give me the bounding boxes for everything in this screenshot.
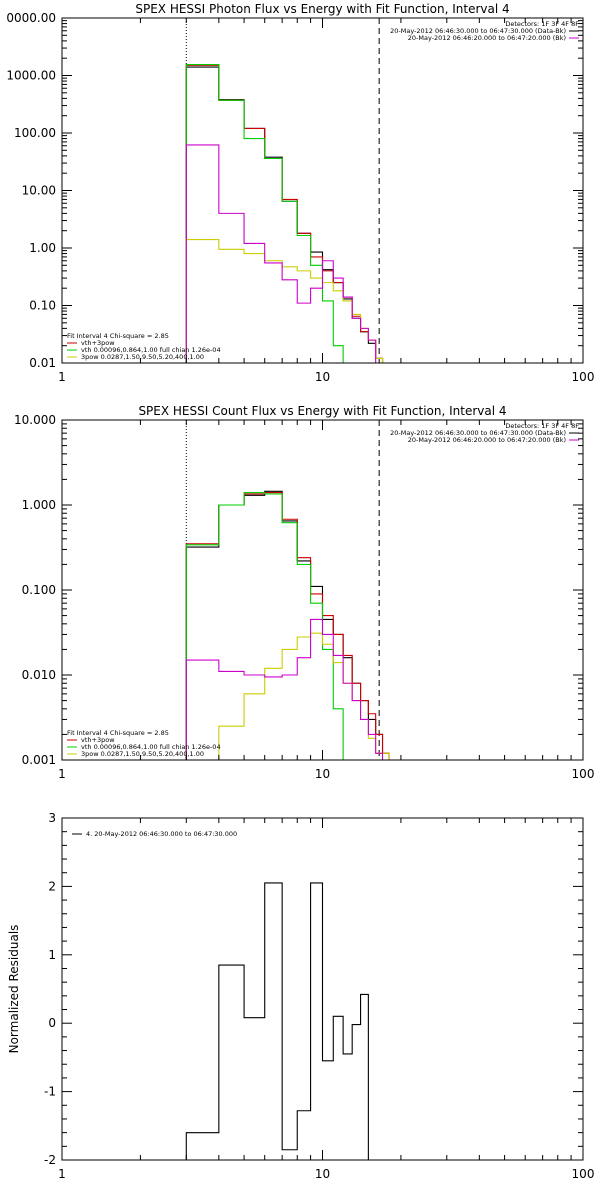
- x-tick-label: 1: [58, 1167, 66, 1181]
- legend-entry: 20-May-2012 06:46:20.000 to 06:47:20.000…: [408, 436, 566, 444]
- y-tick-label: 0.01: [29, 356, 56, 370]
- series-line-3: [185, 492, 344, 760]
- y-tick-label: 0.10: [29, 299, 56, 313]
- legend-entry: 20-May-2012 06:46:20.000 to 06:47:20.000…: [408, 34, 566, 42]
- y-tick-label: 1: [48, 948, 56, 962]
- y-tick-label: -2: [44, 1153, 56, 1167]
- chart-title: SPEX HESSI Photon Flux vs Energy with Fi…: [135, 2, 509, 16]
- series-group: [185, 882, 369, 1160]
- x-tick-label: 10: [315, 767, 330, 781]
- series-line-2: [185, 492, 390, 760]
- y-tick-label: 3: [48, 811, 56, 825]
- fit-legend-entry: vth+3pow: [81, 736, 115, 744]
- chart-panel-2: SPEX HESSI Count Flux vs Energy with Fit…: [14, 404, 594, 781]
- x-tick-label: 100: [572, 767, 595, 781]
- fit-legend-entry: vth 0.00096,0.864,1.00 full chian 1.26e-…: [81, 743, 221, 751]
- fit-legend-header: Fit Interval 4 Chi-square = 2.85: [67, 332, 169, 340]
- chart-title: SPEX HESSI Count Flux vs Energy with Fit…: [138, 404, 506, 418]
- y-tick-label: 1.00: [29, 241, 56, 255]
- fit-legend-entry: 3pow 0.0287,1.50,9.50,5.20,400,1.00: [81, 750, 204, 758]
- y-tick-label: 100.00: [14, 126, 56, 140]
- y-tick-label: 0.010: [22, 668, 56, 682]
- y-tick-label: 10.00: [22, 184, 56, 198]
- residual-legend-entry: 4. 20-May-2012 06:46:30.000 to 06:47:30.…: [86, 830, 237, 838]
- y-tick-label: 0: [48, 1016, 56, 1030]
- y-tick-label: 1000.00: [6, 69, 56, 83]
- chart-panel-3: Normalized Residuals 1 10 100 -2 -1 0 1 2 3 4. 20-…: [7, 811, 594, 1181]
- y-tick-label: -1: [44, 1085, 56, 1099]
- legend-entry: 20-May-2012 06:46:30.000 to 06:47:30.000…: [390, 429, 566, 437]
- series-line-2: [185, 64, 384, 363]
- x-tick-label: 1: [58, 767, 66, 781]
- legend-entry: 20-May-2012 06:46:30.000 to 06:47:30.000…: [390, 27, 566, 35]
- fit-legend-entry: vth+3pow: [81, 339, 115, 347]
- series-line-1: [185, 66, 384, 363]
- series-line-5: [185, 144, 377, 363]
- legend-header: Detectors: 1F 3F 4F 8F: [505, 20, 579, 28]
- fit-legend-entry: vth 0.00096,0.864,1.00 full chian 1.26e-…: [81, 346, 221, 354]
- fit-legend-header: Fit Interval 4 Chi-square = 2.85: [67, 729, 169, 737]
- y-tick-label: 2: [48, 879, 56, 893]
- series-line-4: [218, 632, 390, 760]
- series-line-3: [185, 64, 344, 363]
- x-tick-label: 10: [315, 370, 330, 384]
- x-tick-label: 100: [572, 1167, 595, 1181]
- plot-frame: [61, 17, 584, 364]
- x-tick-label: 100: [572, 370, 595, 384]
- y-tick-label: 0.001: [22, 753, 56, 767]
- x-tick-label: 10: [315, 1167, 330, 1181]
- series-line-5: [185, 618, 384, 760]
- y-tick-label: 0.100: [22, 583, 56, 597]
- series-line-1: [185, 882, 369, 1160]
- series-line-1: [185, 490, 390, 760]
- fit-legend-entry: 3pow 0.0287,1.50,9.50,5.20,400,1.00: [81, 353, 204, 361]
- x-tick-label: 1: [58, 370, 66, 384]
- y-tick-label: 0000.00: [6, 11, 56, 25]
- series-group: [185, 64, 384, 363]
- series-group: [185, 490, 390, 760]
- legend-header: Detectors: 1F 3F 4F 8F: [505, 422, 579, 430]
- y-tick-label: 1.000: [22, 498, 56, 512]
- y-tick-label: 10.000: [14, 413, 56, 427]
- y-axis-label: Normalized Residuals: [7, 925, 21, 1054]
- chart-panel-1: SPEX HESSI Photon Flux vs Energy with Fi…: [6, 2, 594, 384]
